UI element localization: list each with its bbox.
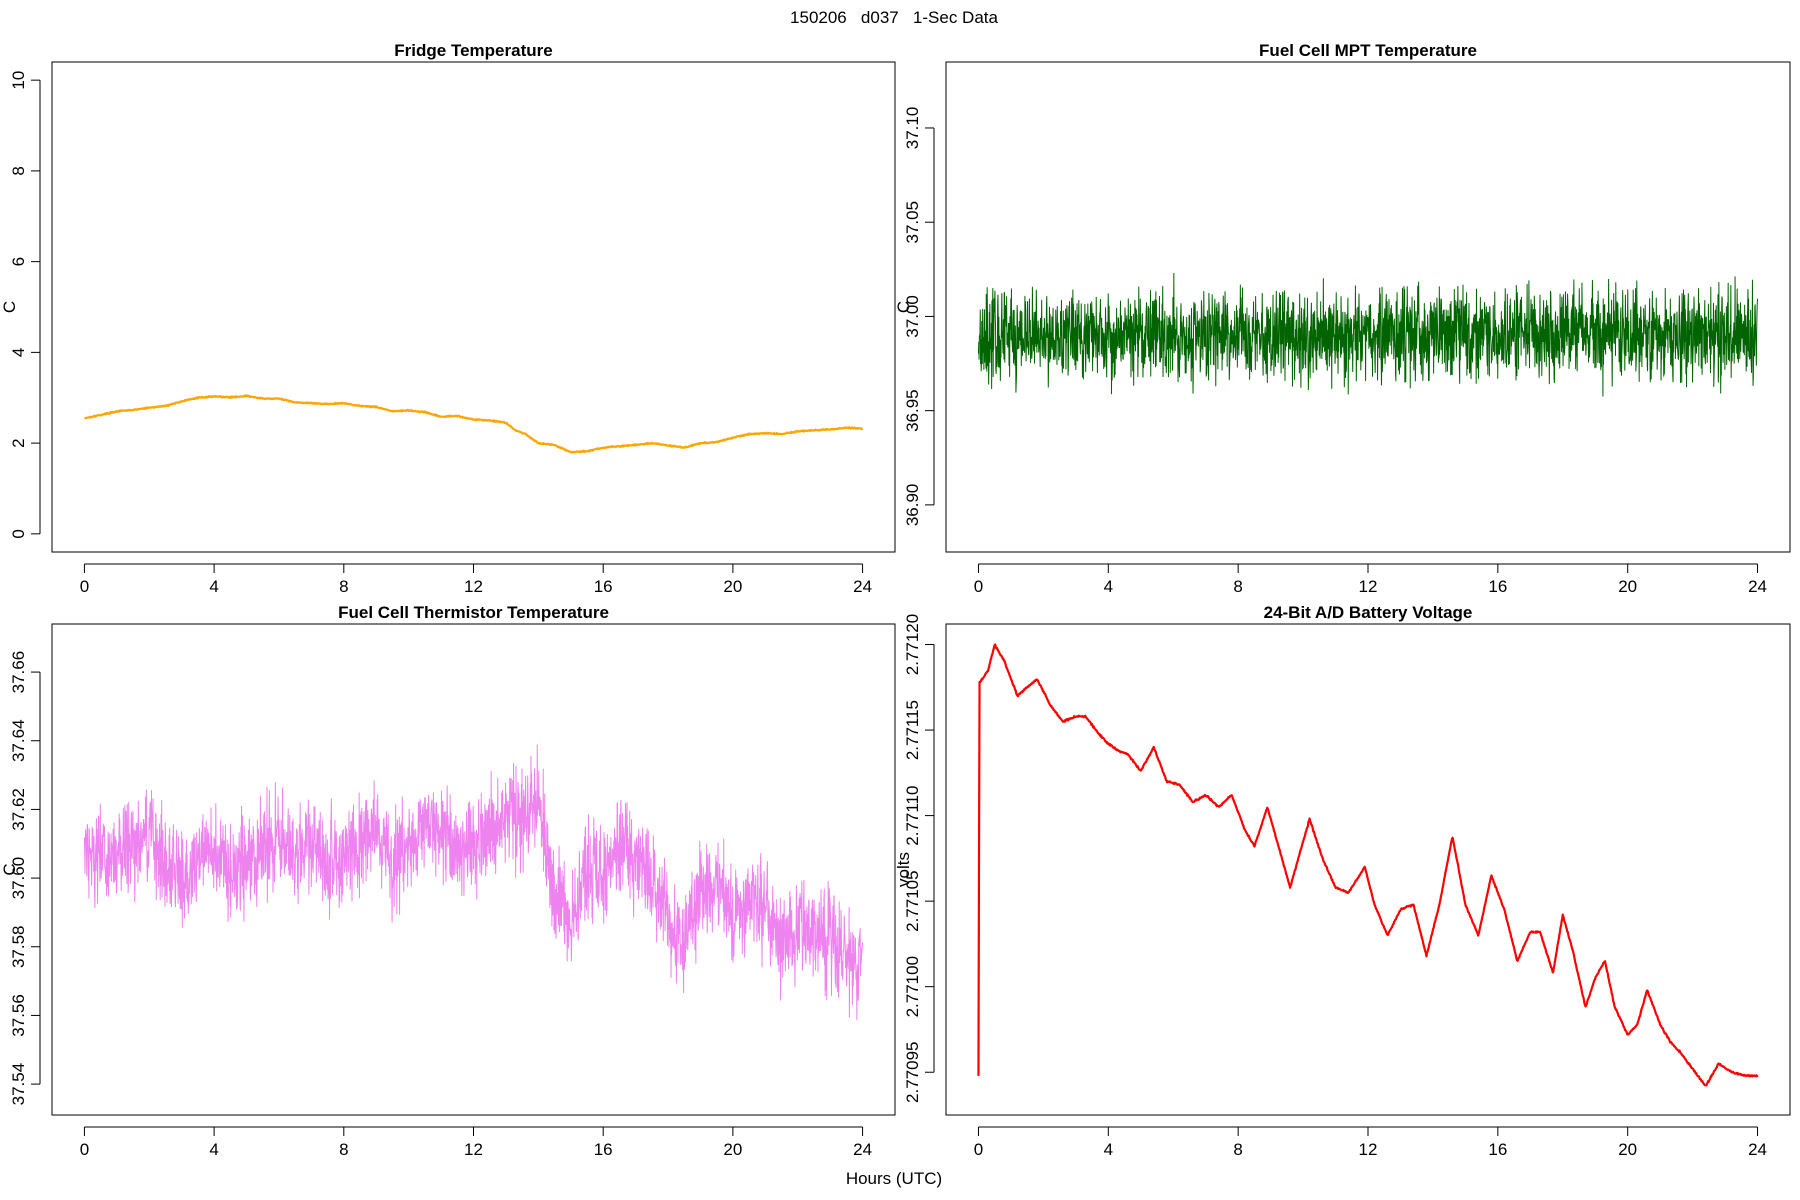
mpt-y-tick-label: 36.95 — [903, 389, 922, 432]
battery-y-axis-label: volts — [894, 852, 913, 887]
thermistor-y-tick-label: 37.58 — [9, 925, 28, 968]
battery-y-tick-label: 2.77115 — [903, 700, 922, 760]
mpt-x-tick-label: 12 — [1359, 577, 1378, 596]
thermistor-y-tick-label: 37.54 — [9, 1063, 28, 1106]
battery-x-tick-label: 0 — [974, 1140, 983, 1159]
fridge-x-tick-label: 12 — [464, 577, 483, 596]
battery-plot-frame — [945, 623, 1791, 1116]
fridge-x-tick-label: 24 — [853, 577, 872, 596]
battery-y-tick-label: 2.77095 — [903, 1042, 922, 1103]
mpt-x-tick-label: 16 — [1488, 577, 1507, 596]
fridge-y-tick-label: 2 — [9, 438, 28, 447]
chart-thermistor: Fuel Cell Thermistor Temperature 0 4 8 12 16 2… — [0, 603, 896, 1159]
fridge-y-tick-label: 0 — [9, 529, 28, 538]
thermistor-y-axis-label: C — [0, 863, 19, 875]
battery-x-tick-label: 16 — [1488, 1140, 1507, 1159]
fridge-title: Fridge Temperature — [394, 41, 552, 60]
mpt-y-tick-label: 36.90 — [903, 484, 922, 527]
thermistor-y-tick-label: 37.66 — [9, 651, 28, 694]
thermistor-x-tick-label: 0 — [80, 1140, 89, 1159]
mpt-y-tick-label: 37.05 — [903, 201, 922, 244]
mpt-series-line — [977, 272, 1759, 397]
thermistor-x-tick-label: 20 — [723, 1140, 742, 1159]
battery-x-tick-label: 20 — [1618, 1140, 1637, 1159]
thermistor-x-tick-label: 8 — [339, 1140, 348, 1159]
chart-mpt: Fuel Cell MPT Temperature 0 4 8 12 16 20 24 36.9… — [894, 41, 1791, 596]
fridge-y-axis-label: C — [0, 301, 19, 313]
shared-x-axis-label: Hours (UTC) — [846, 1169, 942, 1188]
mpt-x-tick-label: 20 — [1618, 577, 1637, 596]
figure-title: 150206 d037 1-Sec Data — [790, 8, 998, 27]
mpt-x-tick-label: 24 — [1748, 577, 1767, 596]
thermistor-y-tick-label: 37.62 — [9, 788, 28, 831]
mpt-x-tick-label: 0 — [974, 577, 983, 596]
fridge-plot-frame — [51, 61, 896, 553]
battery-y-tick-label: 2.77110 — [903, 786, 922, 846]
battery-x-tick-label: 12 — [1359, 1140, 1378, 1159]
thermistor-plot-frame — [51, 623, 896, 1116]
mpt-y-tick-label: 37.10 — [903, 107, 922, 150]
fridge-y-tick-label: 4 — [9, 348, 28, 357]
fridge-y-tick-label: 8 — [9, 166, 28, 175]
fridge-x-tick-label: 16 — [594, 577, 613, 596]
mpt-x-tick-label: 8 — [1233, 577, 1242, 596]
mpt-plot-frame — [945, 61, 1791, 553]
fridge-y-tick-label: 6 — [9, 257, 28, 266]
battery-series-line — [977, 643, 1759, 1087]
fridge-x-tick-label: 8 — [339, 577, 348, 596]
thermistor-title: Fuel Cell Thermistor Temperature — [338, 603, 609, 622]
thermistor-series-line — [83, 744, 864, 1021]
thermistor-y-tick-label: 37.64 — [9, 719, 28, 762]
mpt-x-tick-label: 4 — [1104, 577, 1113, 596]
thermistor-y-tick-label: 37.60 — [9, 857, 28, 900]
chart-battery: 24-Bit A/D Battery Voltage 0 4 8 12 16 20 24 2.7… — [894, 603, 1791, 1159]
mpt-y-axis-label: C — [894, 301, 913, 313]
thermistor-x-tick-label: 12 — [464, 1140, 483, 1159]
fridge-x-tick-label: 20 — [723, 577, 742, 596]
fridge-x-tick-label: 4 — [209, 577, 218, 596]
battery-x-tick-label: 4 — [1104, 1140, 1113, 1159]
battery-y-tick-label: 2.77100 — [903, 956, 922, 1017]
thermistor-y-tick-label: 37.56 — [9, 994, 28, 1037]
fridge-x-tick-label: 0 — [80, 577, 89, 596]
thermistor-x-tick-label: 24 — [853, 1140, 872, 1159]
battery-title: 24-Bit A/D Battery Voltage — [1264, 603, 1473, 622]
mpt-title: Fuel Cell MPT Temperature — [1259, 41, 1477, 60]
mpt-y-tick-label: 37.00 — [903, 295, 922, 338]
battery-x-tick-label: 24 — [1748, 1140, 1767, 1159]
battery-y-tick-label: 2.77105 — [903, 870, 922, 931]
fridge-series-line — [83, 394, 864, 454]
thermistor-x-tick-label: 4 — [209, 1140, 218, 1159]
thermistor-x-tick-label: 16 — [594, 1140, 613, 1159]
battery-x-tick-label: 8 — [1233, 1140, 1242, 1159]
battery-y-tick-label: 2.77120 — [903, 614, 922, 675]
fridge-y-tick-label: 10 — [9, 71, 28, 90]
